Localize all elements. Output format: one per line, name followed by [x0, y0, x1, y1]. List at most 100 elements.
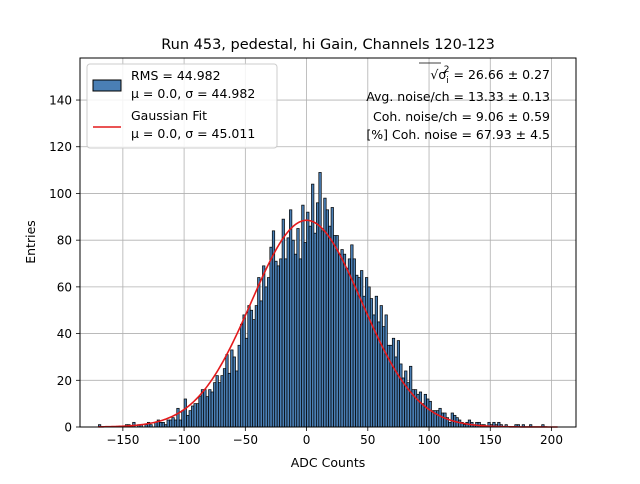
- histogram-bar: [313, 232, 317, 428]
- annotation-coh-noise: Coh. noise/ch = 9.06 ± 0.59: [373, 109, 550, 124]
- histogram-bar: [200, 389, 205, 428]
- histogram-bar: [428, 400, 432, 428]
- histogram-bar: [257, 277, 261, 428]
- histogram-bar: [281, 218, 285, 428]
- histogram-bar: [333, 235, 337, 428]
- gaussian-fit-line: [98, 219, 558, 428]
- histogram-bar: [215, 375, 219, 428]
- histogram-bar: [208, 389, 212, 428]
- histogram-bar: [426, 398, 430, 428]
- annotation-sigma: √σi2 = 26.66 ± 0.27: [430, 65, 550, 86]
- histogram-bar: [362, 295, 366, 428]
- histogram-bar: [178, 419, 182, 428]
- legend-rms-stats: μ = 0.0, σ = 44.982: [131, 86, 255, 101]
- histogram-bar: [389, 344, 393, 428]
- legend-fit-label: Gaussian Fit: [131, 108, 207, 123]
- x-axis-ticks: −150 −100 −50 0 50 100 150 200: [106, 427, 563, 447]
- histogram-bar: [367, 286, 371, 428]
- histogram-bar: [340, 249, 344, 428]
- y-tick-label: 140: [49, 94, 72, 108]
- histogram-bar: [276, 265, 280, 428]
- histogram-bar: [286, 237, 290, 428]
- histogram-bar: [374, 295, 378, 428]
- histogram-bar: [227, 372, 231, 428]
- histogram-bar: [210, 391, 214, 428]
- y-tick-label: 0: [64, 421, 72, 435]
- histogram-bar: [242, 314, 246, 428]
- histogram-bar: [191, 405, 195, 428]
- x-tick-label: 50: [360, 433, 375, 447]
- histogram-bar: [252, 319, 256, 428]
- histogram-bar: [328, 225, 332, 428]
- histogram-bar: [360, 270, 364, 428]
- histogram-bar: [338, 253, 342, 428]
- y-tick-label: 120: [49, 140, 72, 154]
- histogram-bar: [303, 242, 307, 428]
- histogram-bar: [443, 412, 447, 428]
- histogram-bar: [293, 253, 298, 428]
- histogram-bar: [159, 421, 163, 428]
- histogram-bar: [409, 365, 413, 428]
- histogram-bar: [247, 305, 251, 428]
- histogram-bar: [379, 305, 383, 428]
- x-tick-label: −150: [106, 433, 139, 447]
- histogram-bar: [440, 412, 445, 428]
- histogram-bar: [161, 421, 165, 428]
- histogram-bar: [347, 258, 352, 428]
- histogram-bar: [284, 258, 288, 428]
- histogram-bar: [436, 410, 440, 428]
- x-tick-label: −100: [168, 433, 201, 447]
- legend-fit-stats: μ = 0.0, σ = 45.011: [131, 126, 255, 141]
- y-tick-label: 80: [57, 234, 72, 248]
- histogram-bar: [342, 253, 347, 428]
- histogram-bar: [296, 228, 300, 428]
- histogram-bar: [271, 230, 276, 428]
- histogram-bar: [220, 375, 224, 428]
- y-tick-label: 40: [57, 327, 72, 341]
- histogram-bar: [195, 403, 200, 428]
- histogram-bar: [269, 246, 273, 428]
- histogram-bar: [325, 209, 329, 428]
- y-tick-label: 60: [57, 280, 72, 294]
- histogram-bar: [237, 344, 241, 428]
- histogram-bar: [181, 410, 185, 428]
- histogram-bar: [335, 235, 339, 428]
- histogram-bar: [438, 407, 442, 428]
- histogram-bar: [267, 277, 271, 428]
- histogram-bar: [396, 340, 400, 428]
- histogram-bar: [230, 349, 234, 428]
- y-tick-label: 20: [57, 374, 72, 388]
- x-tick-label: −50: [233, 433, 258, 447]
- histogram-bar: [183, 398, 187, 428]
- histogram-bar: [350, 244, 354, 428]
- histogram-bar: [205, 396, 209, 428]
- histogram-bar: [369, 298, 374, 428]
- legend-rms-label: RMS = 44.982: [131, 68, 221, 83]
- histogram-bar: [249, 309, 254, 428]
- histogram-bar: [404, 370, 408, 428]
- histogram-bar: [235, 370, 239, 428]
- histogram-bar: [382, 326, 386, 428]
- legend: RMS = 44.982 μ = 0.0, σ = 44.982 Gaussia…: [86, 63, 278, 149]
- histogram-bar: [169, 419, 173, 428]
- y-tick-label: 100: [49, 187, 72, 201]
- histogram-bar: [401, 377, 405, 428]
- histogram-bar: [298, 258, 303, 428]
- annotation-avg-noise: Avg. noise/ch = 13.33 ± 0.13: [366, 89, 550, 104]
- histogram-bar: [254, 305, 258, 428]
- histogram-bar: [198, 396, 202, 428]
- histogram-bar: [289, 209, 293, 428]
- histogram-bar: [244, 337, 249, 428]
- histogram-bar: [213, 382, 217, 428]
- histogram-bar: [421, 403, 425, 428]
- histogram-bar: [193, 403, 197, 428]
- histogram-bar: [316, 202, 320, 428]
- histogram-bar: [301, 204, 305, 428]
- histogram-bar: [274, 260, 278, 428]
- histogram-bar: [232, 356, 236, 428]
- histogram-bar: [399, 363, 403, 428]
- histogram-bar: [448, 421, 452, 428]
- histogram-bar: [384, 314, 388, 428]
- histogram-bar: [259, 300, 263, 428]
